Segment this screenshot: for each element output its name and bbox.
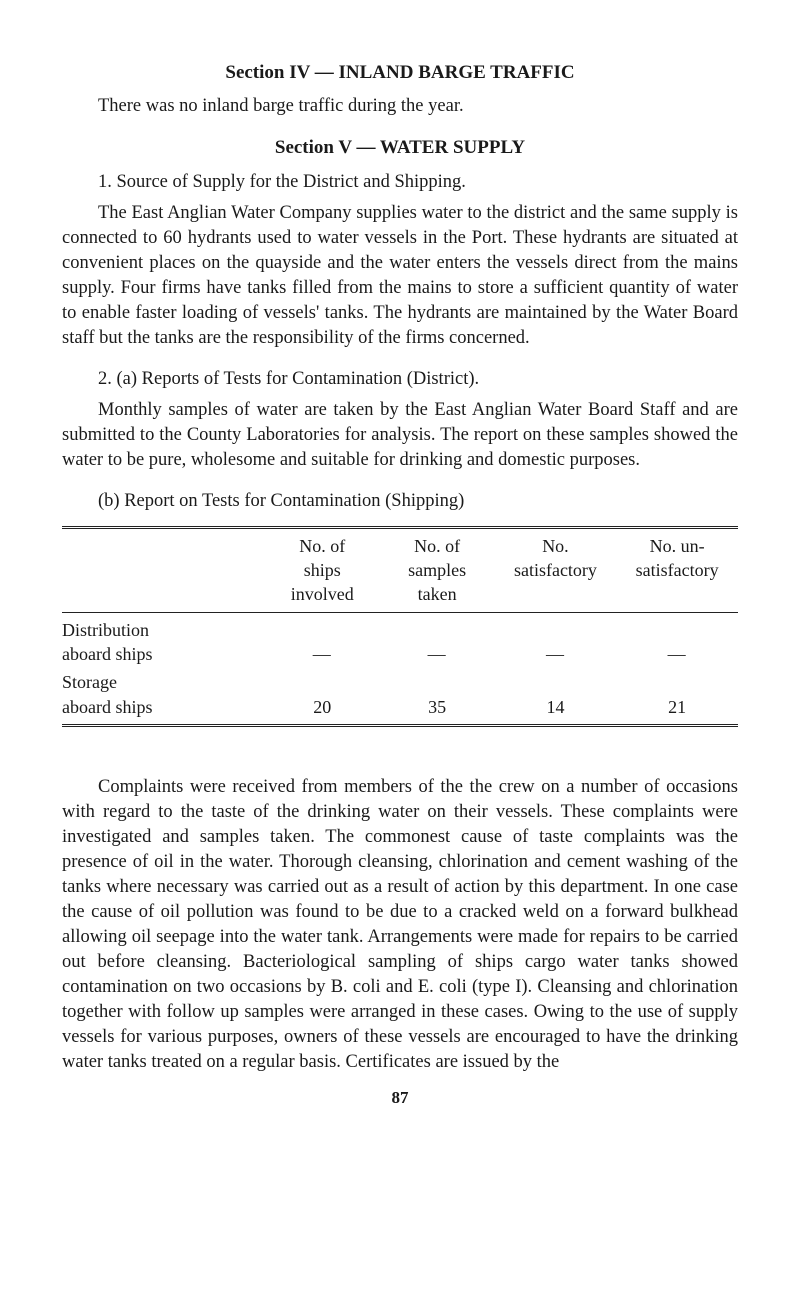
th-unsatisfactory: No. un-satisfactory: [616, 532, 738, 609]
section5-item1-lead: 1. Source of Supply for the District and…: [62, 170, 738, 195]
contamination-table: No. ofshipsinvolved No. ofsamplestaken N…: [62, 526, 738, 727]
row-label-l1: Storage: [62, 672, 117, 692]
cell: —: [380, 616, 495, 669]
row-label-l2: aboard ships: [62, 644, 152, 664]
cell: 20: [265, 668, 380, 721]
section5-item1-body: The East Anglian Water Company supplies …: [62, 201, 738, 351]
spacer: [62, 753, 738, 775]
table-body: Distribution aboard ships — — — — Storag…: [62, 616, 738, 721]
cell: 14: [495, 668, 617, 721]
row-label-l1: Distribution: [62, 620, 149, 640]
cell: —: [495, 616, 617, 669]
table-header: No. ofshipsinvolved No. ofsamplestaken N…: [62, 532, 738, 609]
row-label-l2: aboard ships: [62, 697, 152, 717]
section5-item2b-lead: (b) Report on Tests for Contamination (S…: [62, 489, 738, 514]
section5-heading: Section V — WATER SUPPLY: [62, 135, 738, 161]
cell: 21: [616, 668, 738, 721]
table-top-rule: [62, 526, 738, 529]
th-line: No. ofshipsinvolved: [291, 536, 354, 605]
table-row: Storage aboard ships 20 35 14 21: [62, 668, 738, 721]
cell: —: [265, 616, 380, 669]
spacer: [62, 357, 738, 367]
th-satisfactory: No.satisfactory: [495, 532, 617, 609]
complaints-paragraph: Complaints were received from members of…: [62, 775, 738, 1075]
th-blank: [62, 532, 265, 609]
section5-item2a-lead: 2. (a) Reports of Tests for Contaminatio…: [62, 367, 738, 392]
cell: 35: [380, 668, 495, 721]
section4-paragraph: There was no inland barge traffic during…: [62, 94, 738, 119]
table-bottom-rule: [62, 724, 738, 727]
th-line: No. ofsamplestaken: [408, 536, 466, 605]
row-label: Storage aboard ships: [62, 668, 265, 721]
table-row: Distribution aboard ships — — — —: [62, 616, 738, 669]
th-samples-taken: No. ofsamplestaken: [380, 532, 495, 609]
th-line: No. un-satisfactory: [636, 536, 719, 580]
cell: —: [616, 616, 738, 669]
th-ships-involved: No. ofshipsinvolved: [265, 532, 380, 609]
spacer: [62, 479, 738, 489]
th-line: No.satisfactory: [514, 536, 597, 580]
page-number: 87: [62, 1087, 738, 1110]
row-label: Distribution aboard ships: [62, 616, 265, 669]
table-mid-rule: [62, 612, 738, 613]
section4-heading: Section IV — INLAND BARGE TRAFFIC: [62, 60, 738, 86]
section5-item2a-body: Monthly samples of water are taken by th…: [62, 398, 738, 473]
